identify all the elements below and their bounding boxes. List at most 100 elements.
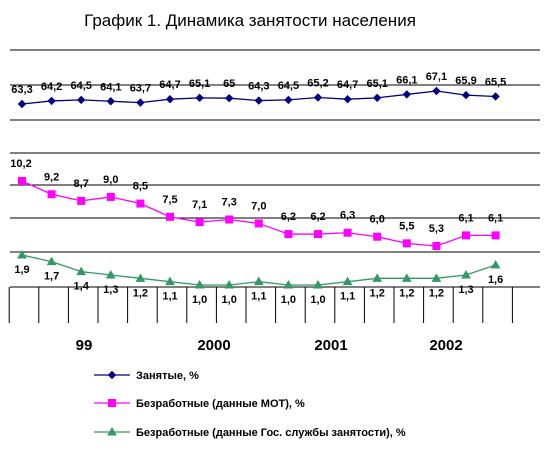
data-point [283,279,294,289]
data-point [254,96,264,105]
data-label: 8,7 [74,178,89,190]
data-label: 66,1 [396,74,417,86]
legend-item: Безработные (данные Гос. службы занятост… [94,426,406,439]
data-label: 7,0 [251,200,266,212]
legend-label: Занятые, % [136,370,199,382]
data-point [106,192,115,201]
data-point [17,249,27,259]
data-point [76,95,86,105]
data-point [136,98,145,107]
data-label: 6,2 [281,211,296,223]
data-point [77,196,86,205]
legend-marker [107,426,117,436]
data-point [402,90,412,99]
data-point [18,177,26,185]
data-label: 1,1 [251,291,266,303]
data-label: 5,5 [399,220,414,232]
data-label: 6,1 [458,212,473,224]
data-label: 7,5 [162,194,177,206]
data-point [76,266,87,276]
data-label: 8,5 [133,181,148,193]
data-point [166,212,174,221]
data-point [254,219,263,228]
series-2 [18,177,500,250]
data-label: 5,3 [429,223,444,235]
data-point [313,279,323,289]
data-label: 1,0 [192,294,207,306]
data-point [461,269,471,279]
series-line [21,180,496,247]
legend-item: Безработные (данные МОТ), % [94,398,305,410]
data-label: 6,0 [370,214,385,226]
data-label: 1,2 [370,287,385,299]
data-point [491,92,500,101]
data-point [195,218,204,227]
data-label: 65,1 [189,78,210,90]
data-labels: 63,3 64,2 64,5 64,1 63,7 64,7 65,1 65 64,3 64,5 65… [10,71,506,306]
data-label: 6,2 [310,211,325,223]
data-point [432,86,441,96]
data-point [253,276,264,286]
legend-label: Безработные (данные Гос. службы занятост… [136,427,406,439]
data-label: 63,7 [130,83,151,95]
data-label: 63,3 [11,84,32,96]
data-point [225,215,234,224]
data-point [314,230,322,239]
data-point [165,95,175,104]
data-label: 6,1 [488,212,503,224]
data-label: 9,2 [44,171,59,183]
series-3 [17,249,501,289]
data-label: 65,5 [485,76,506,88]
data-point [47,190,56,199]
data-point [224,279,235,289]
data-point [313,93,323,102]
data-label: 6,3 [340,210,355,222]
data-label: 65 [223,78,235,90]
data-label: 1,9 [14,264,29,276]
data-point [461,90,471,100]
data-label: 64,5 [70,80,91,92]
data-point [490,259,501,269]
data-label: 1,0 [281,294,296,306]
data-point [342,276,353,286]
chart-title: График 1. Динамика занятости населения [84,11,416,30]
data-point [165,276,175,286]
data-label: 1,0 [222,294,237,306]
data-point [343,228,352,237]
data-point [224,93,234,103]
grid-lines [10,49,540,288]
legend-marker [108,399,116,407]
data-label: 64,7 [159,79,180,91]
data-label: 64,1 [100,81,121,93]
data-label: 1,6 [488,274,503,286]
data-point [47,96,56,106]
data-label: 64,3 [248,81,269,93]
data-point [401,273,412,282]
data-label: 1,7 [44,271,59,283]
data-label: 65,2 [307,78,328,90]
legend-marker [107,370,117,380]
data-point [135,273,146,282]
data-point [432,242,441,250]
data-label: 7,1 [192,199,207,211]
data-point [491,231,500,240]
data-label: 1,3 [103,284,118,296]
data-point [46,256,57,266]
data-label: 64,2 [41,81,62,93]
data-point [372,93,382,103]
x-axis-year-label: 2000 [197,337,230,354]
x-axis: 99 2000 2001 2002 [8,287,513,354]
data-point [106,97,116,106]
data-point [195,93,204,103]
legend: Занятые, % Безработные (данные МОТ), % Без… [94,370,406,439]
legend-item: Занятые, % [94,370,199,382]
data-label: 1,2 [399,287,414,299]
data-label: 64,5 [278,80,299,92]
data-label: 64,7 [337,79,358,91]
series-layer [17,86,501,289]
data-label: 7,3 [222,196,237,208]
data-label: 9,0 [103,174,118,186]
data-point [284,95,293,105]
data-label: 1,4 [74,281,90,293]
data-point [136,199,145,208]
